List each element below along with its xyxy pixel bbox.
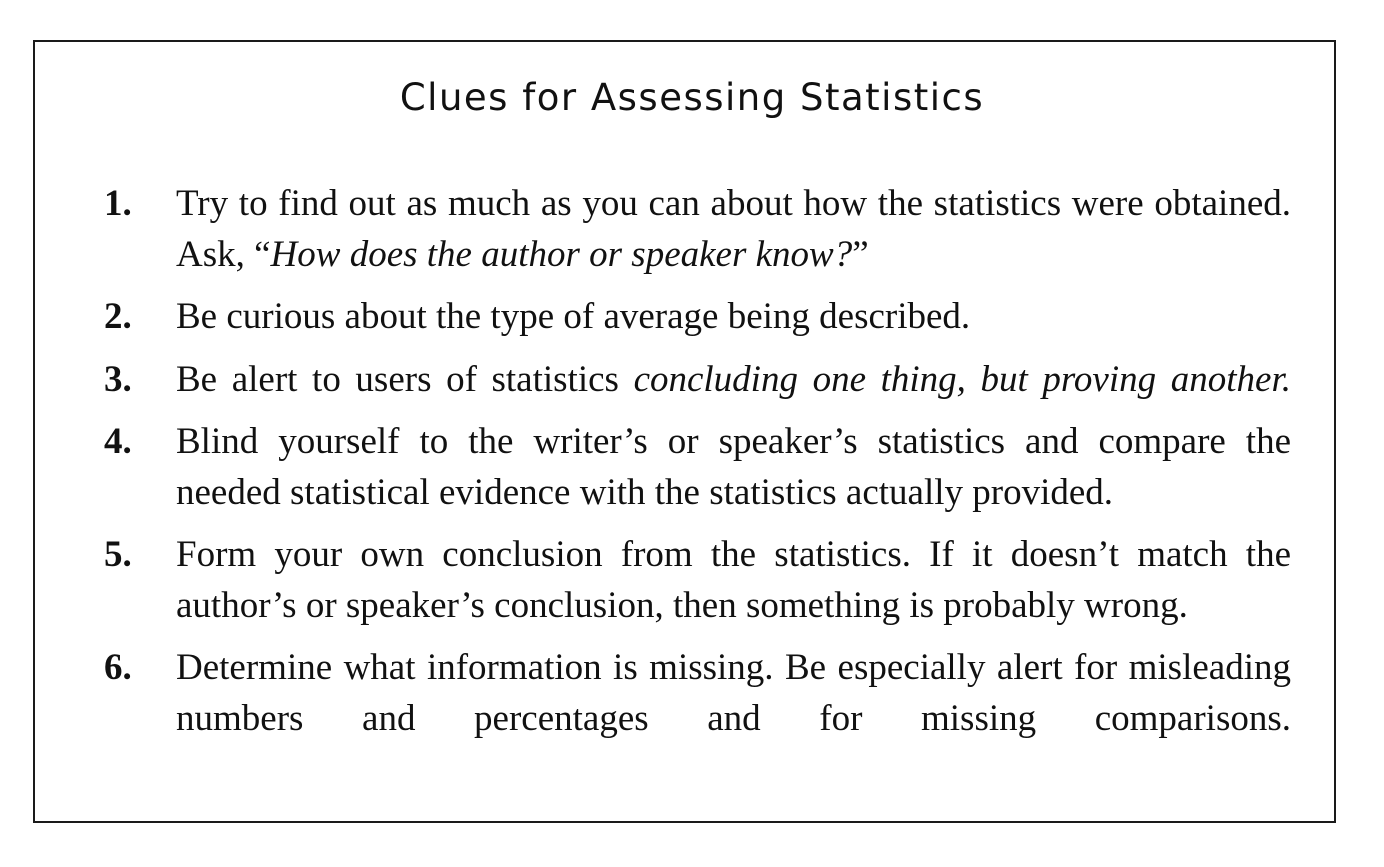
item-text: Determine what information is missing. B… <box>176 647 1291 739</box>
item-italic-text: concluding one thing, but proving anothe… <box>633 359 1291 400</box>
item-number: 1. <box>104 183 132 224</box>
list-item: 5. Form your own conclusion from the stat… <box>104 529 1291 631</box>
item-italic-text: How does the author or speaker know? <box>270 234 853 275</box>
clues-list: 1. Try to find out as much as you can abo… <box>104 178 1291 744</box>
box-title: Clues for Assessing Statistics <box>399 76 985 119</box>
item-text: Blind yourself to the writer’s or speake… <box>176 421 1291 513</box>
item-number: 6. <box>104 647 132 688</box>
list-item: 4. Blind yourself to the writer’s or spea… <box>104 416 1291 518</box>
item-number: 3. <box>104 359 132 400</box>
item-text: Form your own conclusion from the statis… <box>176 534 1291 626</box>
item-number: 5. <box>104 534 132 575</box>
item-text-tail: ” <box>852 234 869 275</box>
item-text: Be curious about the type of average bei… <box>176 296 971 337</box>
list-item: 2. Be curious about the type of average b… <box>104 291 1291 342</box>
list-item: 1. Try to find out as much as you can abo… <box>104 178 1291 280</box>
item-number: 4. <box>104 421 132 462</box>
clues-box <box>33 40 1336 823</box>
list-item: 3. Be alert to users of statistics conclu… <box>104 354 1291 405</box>
item-text: Be alert to users of statistics <box>176 359 634 400</box>
item-number: 2. <box>104 296 132 337</box>
item-text: Try to find out as much as you can about… <box>176 183 1291 275</box>
list-item: 6. Determine what information is missing.… <box>104 642 1291 744</box>
